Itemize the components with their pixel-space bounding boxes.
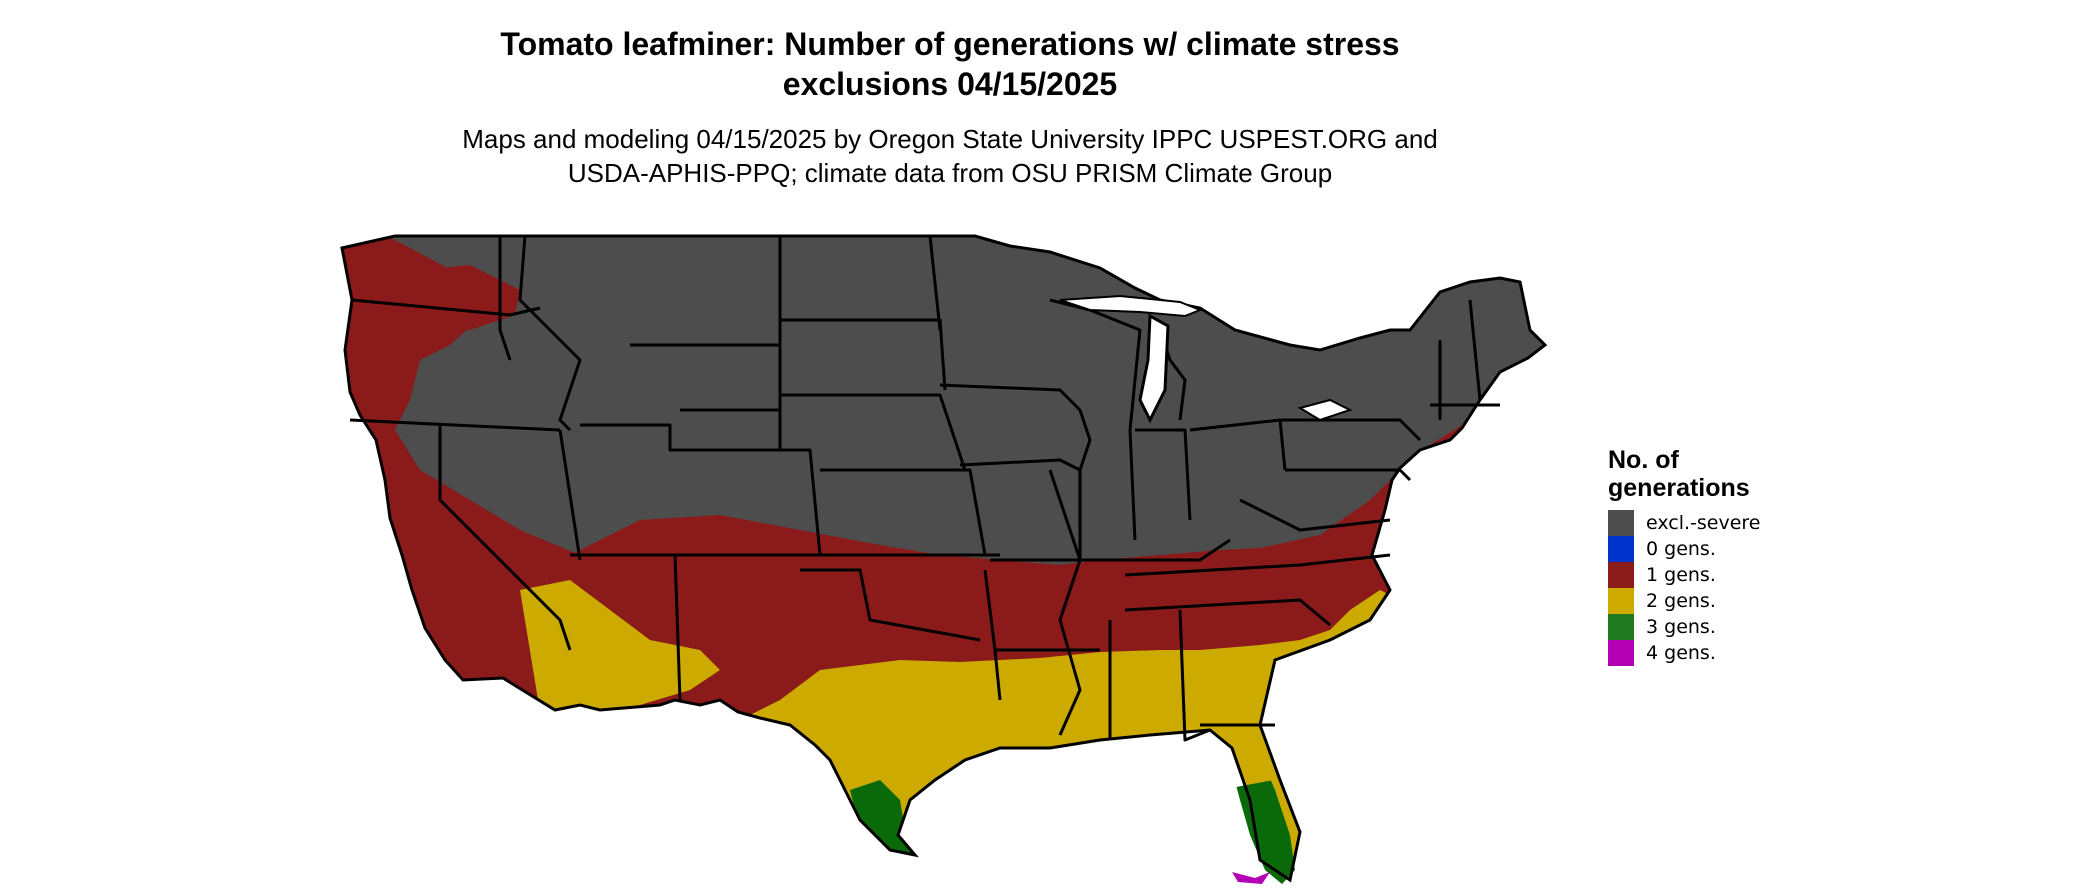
subtitle-line-2: USDA-APHIS-PPQ; climate data from OSU PR…: [567, 158, 1333, 188]
border-il-in: [1128, 429, 1137, 541]
legend-label-0-gens: 0 gens.: [1646, 538, 1716, 560]
legend-item: 0 gens.: [1608, 536, 1808, 562]
subtitle-line-1: Maps and modeling 04/15/2025 by Oregon S…: [462, 124, 1438, 154]
border-mn-ia: [939, 383, 1082, 412]
legend-item: 1 gens.: [1608, 562, 1808, 588]
border-mo-ar-tn: [990, 538, 1231, 562]
border-ut-wy-co: [580, 423, 822, 556]
legend-swatch-3-gens: [1608, 614, 1634, 640]
legend-item: 3 gens.: [1608, 614, 1808, 640]
title-line-2: exclusions 04/15/2025: [782, 66, 1118, 102]
region-three-gen-texas: [850, 780, 915, 860]
legend-label-excluded: excl.-severe: [1646, 512, 1761, 534]
border-ca-nv: [438, 425, 572, 651]
legend-swatch-2-gens: [1608, 588, 1634, 614]
border-nh-me: [1468, 299, 1482, 401]
border-or-ca-nv: [349, 418, 561, 432]
us-generations-map: [340, 234, 1548, 884]
title-line-1: Tomato leafminer: Number of generations …: [500, 26, 1400, 62]
border-il-west: [1078, 409, 1092, 560]
border-id-mt: [518, 235, 582, 432]
legend-swatch-4-gens: [1608, 640, 1634, 666]
lake-superior: [1059, 294, 1203, 318]
lake-michigan: [1138, 313, 1170, 424]
border-mississippi-river: [1048, 469, 1082, 736]
lake-erie: [1297, 398, 1353, 422]
border-in-oh: [1135, 428, 1192, 521]
state-borders: [349, 235, 1500, 742]
border-ky-tn-nc: [1124, 553, 1391, 577]
region-four-gen-keys: [1232, 872, 1270, 884]
legend-swatch-excluded: [1608, 510, 1634, 536]
legend-title: No. of generations: [1608, 446, 1750, 502]
legend-label-2-gens: 2 gens.: [1646, 590, 1716, 612]
border-nd-mn: [928, 235, 942, 331]
region-two-gen-southwest: [520, 580, 720, 715]
legend-swatch-0-gens: [1608, 536, 1634, 562]
border-sd-ne: [780, 393, 967, 471]
border-va-wv: [1239, 498, 1391, 532]
border-ia-mo: [959, 458, 1081, 472]
legend-list: excl.-severe 0 gens. 1 gens. 2 gens. 3 g…: [1608, 510, 1808, 666]
border-mi-wi: [1049, 298, 1142, 431]
legend-label-3-gens: 3 gens.: [1646, 616, 1716, 638]
map-fill-layers: [342, 236, 1545, 880]
legend-item: 2 gens.: [1608, 588, 1808, 614]
us-outline: [340, 234, 1548, 883]
legend-item: excl.-severe: [1608, 510, 1808, 536]
legend-label-1-gens: 1 gens.: [1646, 564, 1716, 586]
border-tn-south: [1124, 598, 1331, 627]
border-al-ga: [1178, 609, 1211, 742]
map-title: Tomato leafminer: Number of generations …: [0, 24, 1900, 104]
map-legend: No. of generations excl.-severe 0 gens. …: [1608, 446, 1808, 666]
border-id-west: [498, 236, 512, 361]
border-nv-ut: [558, 429, 582, 561]
border-ne-ks: [820, 468, 987, 556]
border-pa-md: [1285, 468, 1412, 482]
border-az-nm: [673, 554, 682, 701]
legend-item: 4 gens.: [1608, 640, 1808, 666]
legend-label-4-gens: 4 gens.: [1646, 642, 1716, 664]
map-subtitle: Maps and modeling 04/15/2025 by Oregon S…: [0, 122, 1900, 190]
legend-swatch-1-gens: [1608, 562, 1634, 588]
border-tx-ok: [800, 568, 981, 642]
